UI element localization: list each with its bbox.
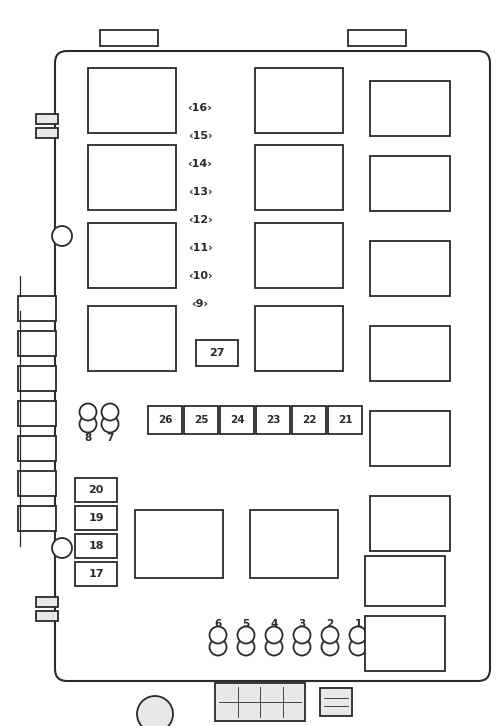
Text: 1: 1 <box>354 619 362 629</box>
Bar <box>370 496 450 551</box>
Bar <box>370 411 450 466</box>
Bar <box>18 296 56 321</box>
Bar <box>36 611 58 621</box>
Text: 25: 25 <box>194 415 208 425</box>
Bar <box>18 366 56 391</box>
Text: 17: 17 <box>88 569 104 579</box>
Bar <box>36 114 58 124</box>
Text: 3: 3 <box>298 619 306 629</box>
Bar <box>75 478 117 502</box>
Bar <box>88 306 176 371</box>
Bar <box>75 562 117 586</box>
Text: ‹13›: ‹13› <box>188 187 212 197</box>
Bar <box>220 406 254 434</box>
Bar <box>18 471 56 496</box>
Text: 5: 5 <box>242 619 250 629</box>
Bar <box>256 406 290 434</box>
Circle shape <box>350 627 366 643</box>
Text: 7: 7 <box>106 433 114 443</box>
Circle shape <box>52 538 72 558</box>
Text: 20: 20 <box>88 485 104 495</box>
Circle shape <box>80 404 96 420</box>
Circle shape <box>294 627 310 643</box>
FancyBboxPatch shape <box>55 51 490 681</box>
Bar <box>370 156 450 211</box>
Bar <box>88 145 176 210</box>
Bar <box>255 145 343 210</box>
Circle shape <box>238 627 254 643</box>
Circle shape <box>266 627 282 643</box>
Text: 27: 27 <box>209 348 225 358</box>
Text: 19: 19 <box>88 513 104 523</box>
Bar <box>255 223 343 288</box>
Circle shape <box>210 638 226 656</box>
Bar <box>184 406 218 434</box>
Text: ‹10›: ‹10› <box>188 271 212 281</box>
Circle shape <box>52 226 72 246</box>
Circle shape <box>102 415 118 433</box>
Bar <box>320 688 352 716</box>
Bar <box>255 306 343 371</box>
Text: ‹11›: ‹11› <box>188 243 212 253</box>
Bar <box>250 510 338 578</box>
Bar <box>365 616 445 671</box>
Text: 21: 21 <box>338 415 352 425</box>
Bar <box>365 556 445 606</box>
Text: 4: 4 <box>270 619 278 629</box>
Text: 18: 18 <box>88 541 104 551</box>
Circle shape <box>350 638 366 656</box>
Bar <box>196 340 238 366</box>
Bar <box>148 406 182 434</box>
Circle shape <box>80 415 96 433</box>
Circle shape <box>294 638 310 656</box>
Circle shape <box>238 638 254 656</box>
Bar <box>292 406 326 434</box>
Bar <box>100 30 158 46</box>
Bar <box>88 223 176 288</box>
Bar <box>370 241 450 296</box>
Text: 26: 26 <box>158 415 172 425</box>
Circle shape <box>322 638 338 656</box>
Text: ‹12›: ‹12› <box>188 215 212 225</box>
Text: ‹15›: ‹15› <box>188 131 212 141</box>
Text: ‹16›: ‹16› <box>188 103 212 113</box>
Text: 22: 22 <box>302 415 316 425</box>
Bar <box>36 597 58 607</box>
Circle shape <box>102 404 118 420</box>
Bar <box>255 68 343 133</box>
Circle shape <box>137 696 173 726</box>
Bar <box>75 534 117 558</box>
Circle shape <box>322 627 338 643</box>
Text: 23: 23 <box>266 415 280 425</box>
Bar <box>135 510 223 578</box>
Bar <box>348 30 406 46</box>
Text: ‹14›: ‹14› <box>188 159 212 169</box>
Bar <box>370 81 450 136</box>
Text: 24: 24 <box>230 415 244 425</box>
Bar <box>18 436 56 461</box>
Bar <box>18 506 56 531</box>
Circle shape <box>210 627 226 643</box>
Circle shape <box>266 638 282 656</box>
Bar <box>370 326 450 381</box>
Bar <box>215 683 305 721</box>
Bar <box>36 128 58 138</box>
Bar <box>18 401 56 426</box>
Bar <box>328 406 362 434</box>
Bar <box>88 68 176 133</box>
Bar <box>18 331 56 356</box>
Text: 2: 2 <box>326 619 334 629</box>
Text: 8: 8 <box>84 433 91 443</box>
Bar <box>75 506 117 530</box>
Text: ‹9›: ‹9› <box>192 299 208 309</box>
Text: 6: 6 <box>214 619 222 629</box>
